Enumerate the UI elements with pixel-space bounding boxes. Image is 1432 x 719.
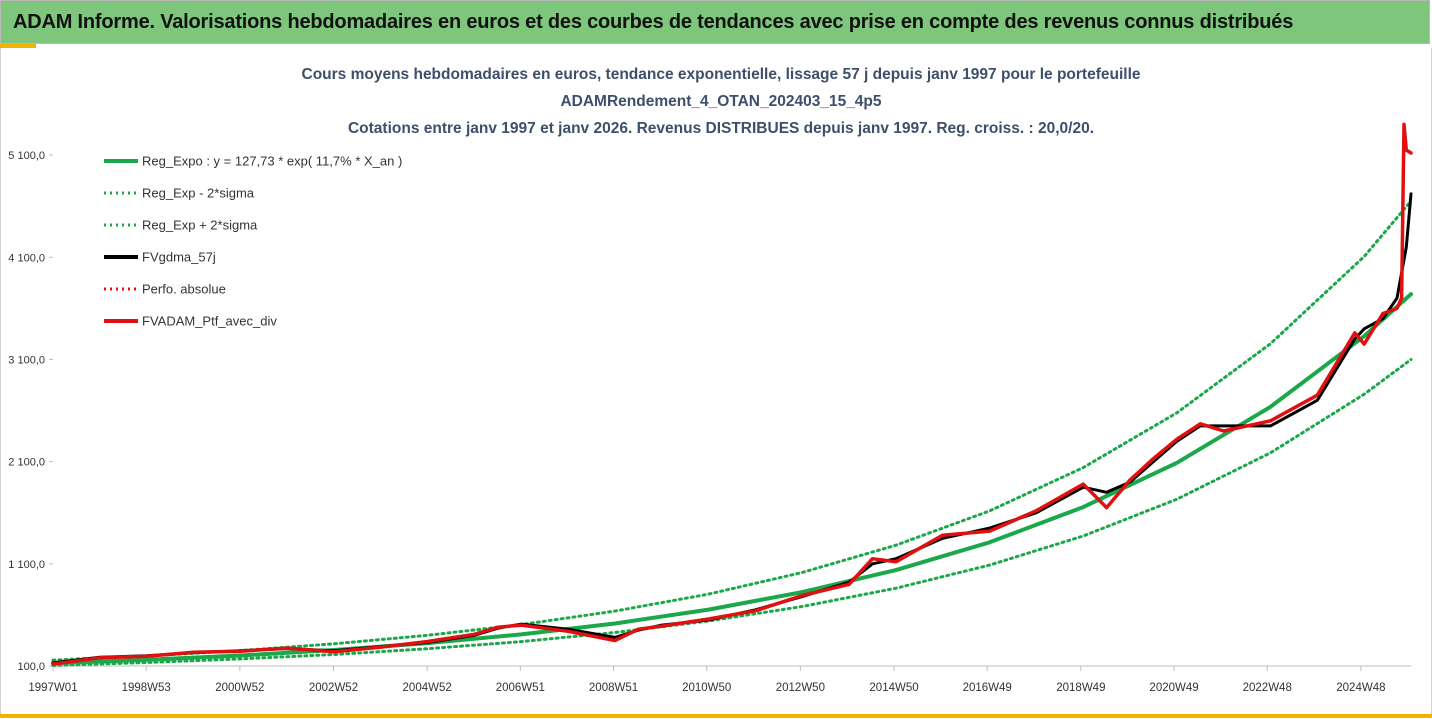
y-tick-label: 2 100,0 [8, 457, 45, 469]
legend-label: Perfo. absolue [142, 282, 226, 297]
chart-axes: 100,0 1 100,0 2 100,0 3 100,0 4 100,0 5 100,0… [8, 150, 1411, 694]
x-tick-label: 2010W50 [682, 682, 731, 694]
x-tick-label: 2020W49 [1149, 682, 1198, 694]
legend-label: FVgdma_57j [142, 250, 216, 265]
chart-frame: Cours moyens hebdomadaires en euros, ten… [0, 48, 1432, 714]
x-tick-label: 2008W51 [589, 682, 638, 694]
x-tick-label: 2024W48 [1336, 682, 1385, 694]
x-tick-label: 2014W50 [869, 682, 918, 694]
x-tick-label: 2002W52 [309, 682, 358, 694]
series-line-fvgdma-57j [51, 192, 1413, 665]
chart-title-line-3: Cotations entre janv 1997 et janv 2026. … [348, 120, 1094, 137]
series-lines [51, 122, 1413, 667]
accent-strip-top [0, 44, 36, 48]
y-tick-label: 3 100,0 [8, 354, 45, 366]
legend-label: Reg_Exp - 2*sigma [142, 186, 255, 201]
x-tick-label: 2012W50 [776, 682, 825, 694]
series-line-fvadam-ptf-avec-div [51, 122, 1413, 666]
legend-label: Reg_Expo : y = 127,73 * exp( 11,7% * X_a… [142, 154, 402, 169]
x-tick-label: 2000W52 [215, 682, 264, 694]
y-tick-label: 1 100,0 [8, 559, 45, 571]
x-tick-label: 1997W01 [28, 682, 77, 694]
header-bar: ADAM Informe. Valorisations hebdomadaire… [0, 0, 1430, 44]
series-line-reg-exp-plus-2sigma [51, 199, 1413, 662]
x-tick-label: 1998W53 [122, 682, 171, 694]
accent-strip-bottom [0, 714, 1432, 718]
x-tick-label: 2022W48 [1243, 682, 1292, 694]
chart-legend: Reg_Expo : y = 127,73 * exp( 11,7% * X_a… [104, 154, 402, 329]
legend-label: Reg_Exp + 2*sigma [142, 218, 258, 233]
x-tick-label: 2018W49 [1056, 682, 1105, 694]
page-title: ADAM Informe. Valorisations hebdomadaire… [13, 11, 1294, 33]
series-line-perfo-absolue [52, 123, 1412, 665]
y-tick-label: 5 100,0 [8, 150, 45, 162]
chart-title-line-2: ADAMRendement_4_OTAN_202403_15_4p5 [560, 93, 881, 110]
series-line-reg-expo [51, 292, 1413, 666]
x-tick-label: 2004W52 [403, 682, 452, 694]
x-tick-label: 2016W49 [963, 682, 1012, 694]
chart-title: Cours moyens hebdomadaires en euros, ten… [302, 66, 1141, 137]
y-tick-label: 4 100,0 [8, 252, 45, 264]
x-tick-label: 2006W51 [496, 682, 545, 694]
line-chart: Cours moyens hebdomadaires en euros, ten… [8, 66, 1413, 694]
y-tick-label: 100,0 [17, 661, 45, 673]
chart-title-line-1: Cours moyens hebdomadaires en euros, ten… [302, 66, 1141, 83]
legend-label: FVADAM_Ptf_avec_div [142, 314, 277, 329]
series-line-reg-exp-minus-2sigma [51, 358, 1413, 667]
